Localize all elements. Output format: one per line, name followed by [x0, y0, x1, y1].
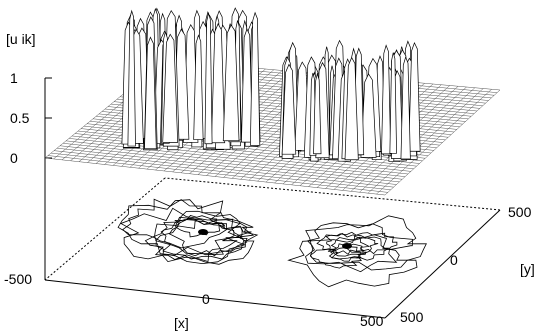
peak-spike [381, 44, 392, 155]
peak-spike [281, 63, 297, 155]
contour-line [122, 198, 228, 249]
contour-center-left [198, 229, 208, 235]
contour-center-right [342, 243, 352, 249]
contour-line [316, 231, 379, 257]
peak-spike [408, 41, 421, 152]
contour-line [117, 199, 255, 256]
contour-line [346, 232, 398, 255]
peak-spike [313, 72, 322, 155]
contour-line [155, 218, 259, 260]
peak-spike [127, 9, 136, 147]
peak-spike [193, 34, 204, 140]
peak-spike [222, 24, 240, 142]
contour-projections [117, 198, 427, 288]
z-tick-label: 1 [10, 70, 18, 86]
peak-spikes [121, 7, 421, 162]
contour-line [305, 222, 414, 273]
x-tick-label: -500 [4, 271, 32, 287]
peak-spike [250, 11, 261, 146]
peak-spike [211, 23, 226, 144]
peak-spike [204, 11, 213, 145]
contour-line [119, 207, 247, 265]
mesh-line [367, 88, 484, 194]
z-tick-label: 0.5 [10, 110, 30, 126]
y-axis-label: [y] [520, 261, 535, 277]
mesh-line [384, 89, 501, 196]
floor-plane [44, 177, 501, 319]
y-tick-label: 500 [508, 204, 532, 220]
y-tick-label: 500 [400, 309, 424, 325]
peak-spike [344, 56, 359, 161]
contour-line [327, 236, 391, 261]
mesh-line [376, 89, 492, 195]
contour-line [174, 215, 226, 238]
contour-line [305, 215, 427, 271]
x-axis-label: [x] [174, 315, 189, 331]
floor-edge-back [164, 177, 501, 211]
x-tick-label: 0 [202, 291, 210, 307]
floor-edge-right [384, 209, 501, 319]
x-tick-label: 500 [360, 313, 384, 329]
surface-mesh [44, 59, 501, 196]
peak-spike [360, 73, 377, 158]
y-tick-label: 0 [450, 252, 458, 268]
peak-spike [144, 36, 157, 150]
contour-line [168, 220, 248, 257]
z-ticks [45, 77, 52, 159]
contour-line [287, 234, 418, 288]
z-tick-label: 0 [10, 150, 18, 166]
peak-spike [162, 33, 179, 143]
peak-spike [389, 52, 397, 154]
floor-edge-left [44, 177, 166, 281]
z-axis-label: [u ik] [6, 31, 36, 47]
floor-edge-front [44, 279, 386, 319]
peak-spike [400, 56, 411, 160]
